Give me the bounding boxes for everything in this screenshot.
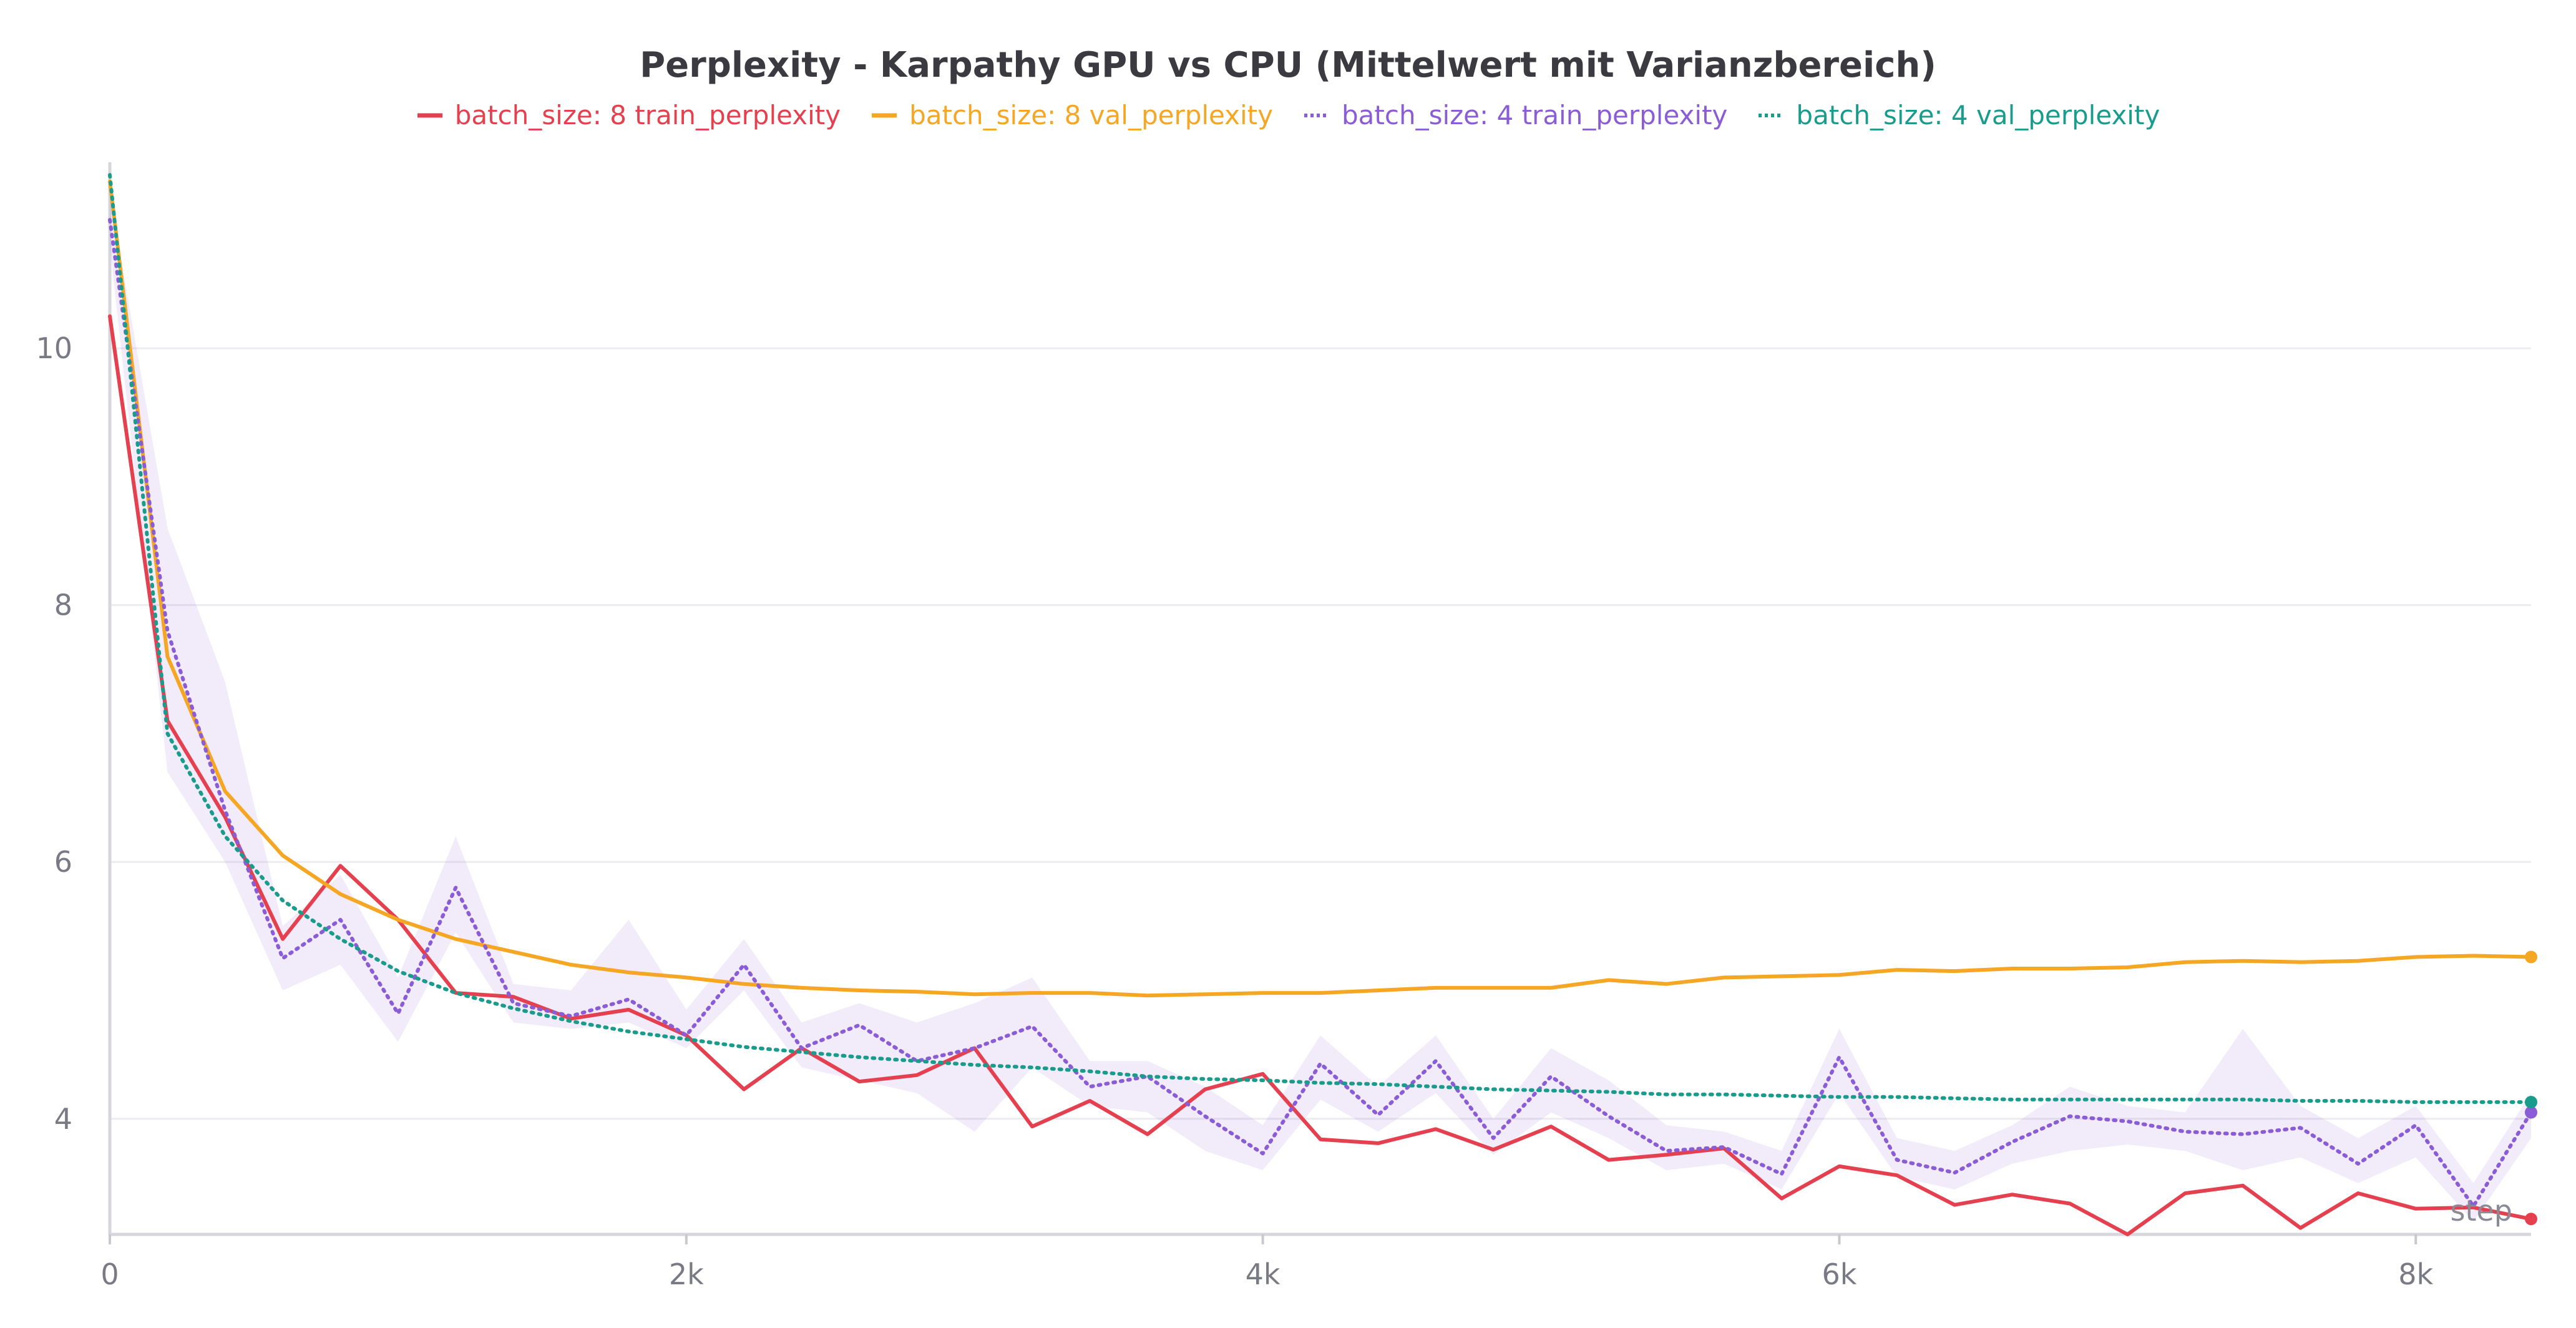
y-tick-label: 4 [54,1102,72,1136]
x-tick-label: 6k [1822,1257,1856,1291]
series-line-0 [108,314,2533,1236]
legend-label-bs8-val: batch_size: 8 val_perplexity [909,100,1273,130]
x-tick-label: 4k [1246,1257,1281,1291]
series-end-point-3 [2525,1096,2537,1109]
y-tick-label: 10 [36,331,72,365]
series-line-2 [108,218,2533,1208]
legend-swatch-bs8-val [872,113,897,117]
x-tick-label: 0 [100,1257,119,1291]
legend-item-bs8-val[interactable]: batch_size: 8 val_perplexity [871,100,1273,130]
legend-item-bs4-val[interactable]: batch_size: 4 val_perplexity [1757,100,2160,130]
variance-band-series-2 [110,194,2531,1222]
series-end-point-2 [2525,1106,2537,1119]
legend-swatch-bs4-train [1304,113,1329,117]
legend-item-bs4-train[interactable]: batch_size: 4 train_perplexity [1303,100,1727,130]
legend-label-bs4-train: batch_size: 4 train_perplexity [1342,100,1728,130]
x-tick-label: 8k [2398,1257,2433,1291]
legend-item-bs8-train[interactable]: batch_size: 8 train_perplexity [416,100,841,130]
x-axis-title: step [2450,1194,2512,1228]
legend-label-bs4-val: batch_size: 4 val_perplexity [1796,100,2160,130]
series-line-3 [108,173,2533,1104]
y-tick-label: 8 [54,588,72,622]
series-end-point-0 [2525,1213,2537,1226]
y-tick-label: 6 [54,845,72,879]
series-end-point-1 [2525,950,2537,964]
legend-swatch-bs8-train [417,113,442,117]
legend: batch_size: 8 train_perplexity batch_siz… [0,100,2576,130]
legend-swatch-bs4-val [1759,113,1784,117]
legend-label-bs8-train: batch_size: 8 train_perplexity [454,100,841,130]
chart-title: Perplexity - Karpathy GPU vs CPU (Mittel… [640,45,1936,85]
series-line-1 [108,179,2533,998]
x-tick-label: 2k [669,1257,704,1291]
